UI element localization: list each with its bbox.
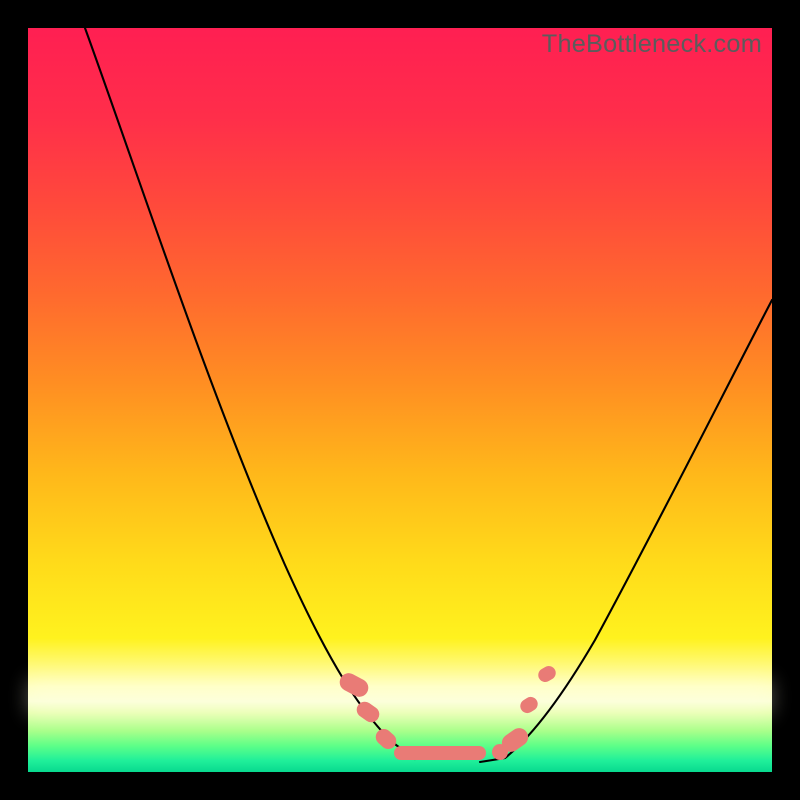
optimal-range-markers xyxy=(0,0,800,800)
salmon-segment xyxy=(518,694,541,715)
salmon-segment xyxy=(337,670,372,700)
salmon-segment xyxy=(536,663,559,684)
salmon-segment xyxy=(394,746,486,760)
salmon-segment xyxy=(354,699,383,726)
watermark-text: TheBottleneck.com xyxy=(542,30,762,59)
